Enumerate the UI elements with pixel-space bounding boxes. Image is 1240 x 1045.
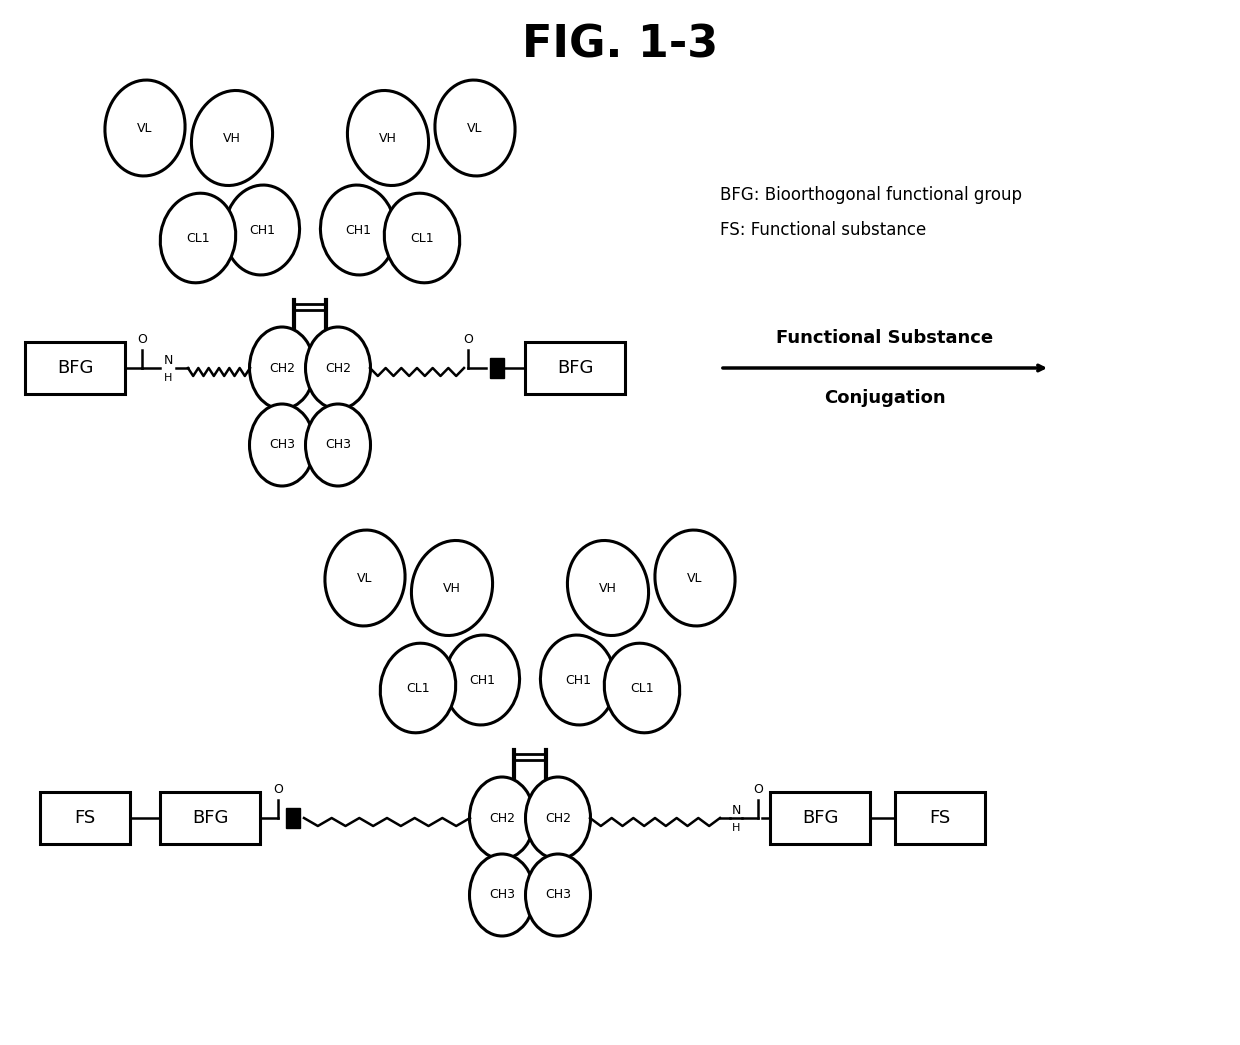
Text: CH3: CH3 — [269, 439, 295, 451]
Text: O: O — [273, 783, 283, 796]
Text: BFG: Bioorthogonal functional group: BFG: Bioorthogonal functional group — [720, 186, 1022, 204]
Text: FIG. 1-3: FIG. 1-3 — [522, 23, 718, 67]
Bar — [490, 358, 503, 378]
Ellipse shape — [384, 193, 460, 283]
Bar — [25, 342, 125, 394]
Text: BFG: BFG — [192, 809, 228, 827]
Text: CH1: CH1 — [565, 673, 591, 687]
Ellipse shape — [412, 540, 492, 635]
Text: CH1: CH1 — [345, 224, 371, 236]
Ellipse shape — [105, 80, 185, 176]
Text: Functional Substance: Functional Substance — [776, 329, 993, 347]
Text: FS: FS — [929, 809, 951, 827]
Text: CL1: CL1 — [410, 232, 434, 245]
Text: VL: VL — [467, 121, 482, 135]
Text: N: N — [164, 353, 172, 367]
Text: N: N — [732, 804, 740, 816]
Text: CH1: CH1 — [249, 224, 275, 236]
Text: Conjugation: Conjugation — [825, 389, 946, 407]
Text: O: O — [463, 333, 472, 346]
Text: VH: VH — [379, 132, 397, 144]
Ellipse shape — [347, 91, 429, 186]
Bar — [160, 792, 260, 844]
Bar — [286, 808, 300, 828]
Ellipse shape — [191, 91, 273, 186]
Bar — [525, 342, 625, 394]
Text: H: H — [732, 823, 740, 833]
Ellipse shape — [470, 777, 534, 859]
Ellipse shape — [249, 404, 315, 486]
Ellipse shape — [305, 404, 371, 486]
Text: VH: VH — [599, 581, 618, 595]
Text: O: O — [138, 333, 146, 346]
Text: FS: Functional substance: FS: Functional substance — [720, 220, 926, 239]
Ellipse shape — [320, 185, 396, 275]
Ellipse shape — [305, 327, 371, 409]
Bar — [895, 792, 985, 844]
Text: CL1: CL1 — [630, 681, 653, 695]
Ellipse shape — [604, 644, 680, 733]
Text: BFG: BFG — [57, 359, 93, 377]
Text: VH: VH — [443, 581, 461, 595]
Text: BFG: BFG — [557, 359, 593, 377]
Text: O: O — [753, 783, 763, 796]
Ellipse shape — [568, 540, 649, 635]
Text: CH3: CH3 — [489, 888, 515, 902]
Text: CH1: CH1 — [469, 673, 495, 687]
Text: CH2: CH2 — [489, 812, 515, 825]
Ellipse shape — [435, 80, 515, 176]
Text: CH3: CH3 — [546, 888, 570, 902]
Ellipse shape — [526, 854, 590, 936]
Text: CH2: CH2 — [269, 362, 295, 374]
Text: CH2: CH2 — [546, 812, 570, 825]
Bar — [770, 792, 870, 844]
Text: VL: VL — [138, 121, 153, 135]
Text: CH2: CH2 — [325, 362, 351, 374]
Text: VL: VL — [687, 572, 703, 584]
Text: BFG: BFG — [802, 809, 838, 827]
Text: CL1: CL1 — [186, 232, 210, 245]
Ellipse shape — [224, 185, 300, 275]
Text: CH3: CH3 — [325, 439, 351, 451]
Text: FS: FS — [74, 809, 95, 827]
Ellipse shape — [541, 635, 615, 725]
Bar — [40, 792, 130, 844]
Text: CL1: CL1 — [407, 681, 430, 695]
Ellipse shape — [470, 854, 534, 936]
Ellipse shape — [655, 530, 735, 626]
Text: VL: VL — [357, 572, 373, 584]
Ellipse shape — [325, 530, 405, 626]
Ellipse shape — [160, 193, 236, 283]
Text: VH: VH — [223, 132, 241, 144]
Ellipse shape — [526, 777, 590, 859]
Text: H: H — [164, 373, 172, 384]
Ellipse shape — [249, 327, 315, 409]
Ellipse shape — [444, 635, 520, 725]
Ellipse shape — [381, 644, 456, 733]
